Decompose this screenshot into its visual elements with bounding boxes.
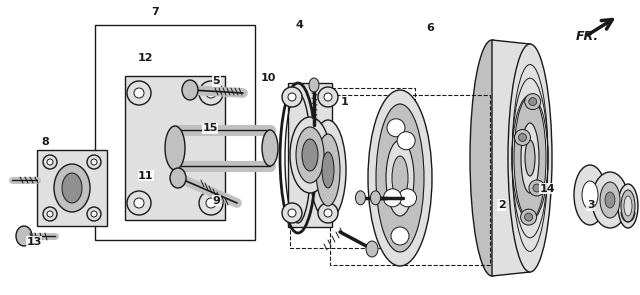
Circle shape bbox=[43, 207, 57, 221]
Circle shape bbox=[288, 209, 296, 217]
Ellipse shape bbox=[470, 40, 514, 276]
Circle shape bbox=[529, 98, 537, 106]
Circle shape bbox=[91, 159, 97, 165]
Ellipse shape bbox=[366, 241, 378, 257]
Ellipse shape bbox=[62, 173, 82, 203]
Ellipse shape bbox=[170, 168, 186, 188]
Circle shape bbox=[127, 191, 151, 215]
Text: 12: 12 bbox=[138, 53, 154, 63]
Text: 10: 10 bbox=[261, 73, 276, 83]
Ellipse shape bbox=[371, 191, 381, 205]
Circle shape bbox=[199, 191, 223, 215]
Circle shape bbox=[533, 184, 541, 192]
Text: 9: 9 bbox=[212, 196, 220, 206]
Circle shape bbox=[134, 88, 144, 98]
Ellipse shape bbox=[525, 140, 535, 176]
Ellipse shape bbox=[296, 127, 324, 183]
Circle shape bbox=[391, 227, 409, 245]
Ellipse shape bbox=[302, 139, 318, 171]
Polygon shape bbox=[37, 150, 107, 226]
Circle shape bbox=[47, 159, 53, 165]
Ellipse shape bbox=[376, 104, 424, 252]
Text: 14: 14 bbox=[540, 184, 555, 194]
Text: FR.: FR. bbox=[576, 30, 599, 43]
Circle shape bbox=[91, 211, 97, 217]
Circle shape bbox=[529, 180, 545, 196]
Ellipse shape bbox=[165, 126, 185, 170]
Ellipse shape bbox=[355, 191, 365, 205]
Ellipse shape bbox=[16, 226, 32, 246]
Text: 8: 8 bbox=[41, 137, 49, 147]
Circle shape bbox=[206, 88, 216, 98]
Circle shape bbox=[43, 155, 57, 169]
Text: 2: 2 bbox=[498, 200, 506, 210]
Circle shape bbox=[87, 155, 101, 169]
Circle shape bbox=[324, 93, 332, 101]
Circle shape bbox=[47, 211, 53, 217]
Circle shape bbox=[199, 81, 223, 105]
Text: 5: 5 bbox=[212, 76, 220, 86]
Circle shape bbox=[206, 198, 216, 208]
Circle shape bbox=[525, 213, 532, 221]
Text: 6: 6 bbox=[426, 23, 434, 33]
Ellipse shape bbox=[582, 181, 598, 209]
Circle shape bbox=[134, 198, 144, 208]
Circle shape bbox=[399, 189, 417, 207]
Circle shape bbox=[318, 203, 338, 223]
Circle shape bbox=[288, 93, 296, 101]
Ellipse shape bbox=[290, 117, 330, 193]
Ellipse shape bbox=[182, 80, 198, 100]
Text: 1: 1 bbox=[340, 97, 348, 107]
Circle shape bbox=[515, 130, 531, 145]
Circle shape bbox=[520, 209, 536, 225]
Ellipse shape bbox=[605, 192, 615, 208]
Ellipse shape bbox=[574, 165, 606, 225]
Circle shape bbox=[397, 132, 415, 150]
Ellipse shape bbox=[310, 120, 346, 220]
Circle shape bbox=[127, 81, 151, 105]
Text: 3: 3 bbox=[587, 200, 595, 210]
Ellipse shape bbox=[621, 190, 635, 222]
Ellipse shape bbox=[309, 78, 319, 92]
Text: 11: 11 bbox=[138, 171, 154, 181]
Ellipse shape bbox=[386, 140, 414, 216]
Bar bbox=[290, 88, 415, 248]
Text: 15: 15 bbox=[202, 123, 218, 133]
Ellipse shape bbox=[322, 152, 334, 188]
Circle shape bbox=[318, 87, 338, 107]
Circle shape bbox=[525, 94, 541, 110]
Circle shape bbox=[383, 189, 401, 207]
Circle shape bbox=[518, 133, 527, 142]
Polygon shape bbox=[125, 76, 225, 220]
Ellipse shape bbox=[508, 44, 552, 272]
Text: 7: 7 bbox=[152, 7, 159, 17]
Ellipse shape bbox=[368, 90, 432, 266]
Ellipse shape bbox=[514, 96, 546, 220]
Ellipse shape bbox=[316, 134, 340, 206]
Ellipse shape bbox=[592, 172, 628, 228]
Ellipse shape bbox=[392, 156, 408, 200]
Ellipse shape bbox=[262, 130, 278, 166]
Circle shape bbox=[282, 203, 302, 223]
Text: 4: 4 bbox=[296, 20, 303, 30]
Polygon shape bbox=[288, 83, 332, 227]
Circle shape bbox=[282, 87, 302, 107]
Ellipse shape bbox=[618, 184, 638, 228]
Bar bbox=[330, 95, 490, 265]
Circle shape bbox=[387, 119, 405, 137]
Ellipse shape bbox=[600, 182, 620, 218]
Circle shape bbox=[324, 209, 332, 217]
Ellipse shape bbox=[54, 164, 90, 212]
Ellipse shape bbox=[521, 123, 539, 193]
Circle shape bbox=[87, 207, 101, 221]
Ellipse shape bbox=[624, 196, 632, 216]
Text: 13: 13 bbox=[26, 237, 42, 247]
Polygon shape bbox=[492, 40, 530, 276]
